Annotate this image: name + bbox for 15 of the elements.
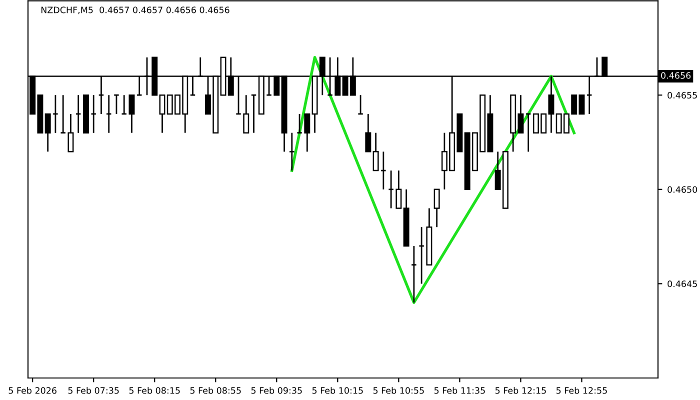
x-tick-label: 5 Feb 07:35 bbox=[68, 387, 119, 394]
y-tick-label: 0.4650 bbox=[668, 186, 698, 193]
x-tick-label: 5 Feb 2026 bbox=[8, 387, 56, 394]
ref-line-label: 0.4656 bbox=[661, 72, 691, 79]
y-tick-label: 0.4655 bbox=[668, 92, 697, 99]
x-tick-label: 5 Feb 10:15 bbox=[312, 387, 363, 394]
x-tick-label: 5 Feb 09:35 bbox=[251, 387, 302, 394]
x-tick-label: 5 Feb 10:55 bbox=[373, 387, 424, 394]
y-tick-label: 0.4645 bbox=[668, 280, 697, 288]
x-tick-label: 5 Feb 11:35 bbox=[434, 387, 485, 394]
x-tick-label: 5 Feb 12:55 bbox=[556, 387, 607, 394]
x-tick-label: 5 Feb 08:55 bbox=[190, 387, 241, 394]
text: NZDCHF,M5 0.4657 0.4657 0.4656 0.4656 bbox=[41, 6, 230, 14]
x-tick-label: 5 Feb 12:15 bbox=[495, 387, 546, 394]
x-tick-label: 5 Feb 08:15 bbox=[129, 387, 180, 394]
